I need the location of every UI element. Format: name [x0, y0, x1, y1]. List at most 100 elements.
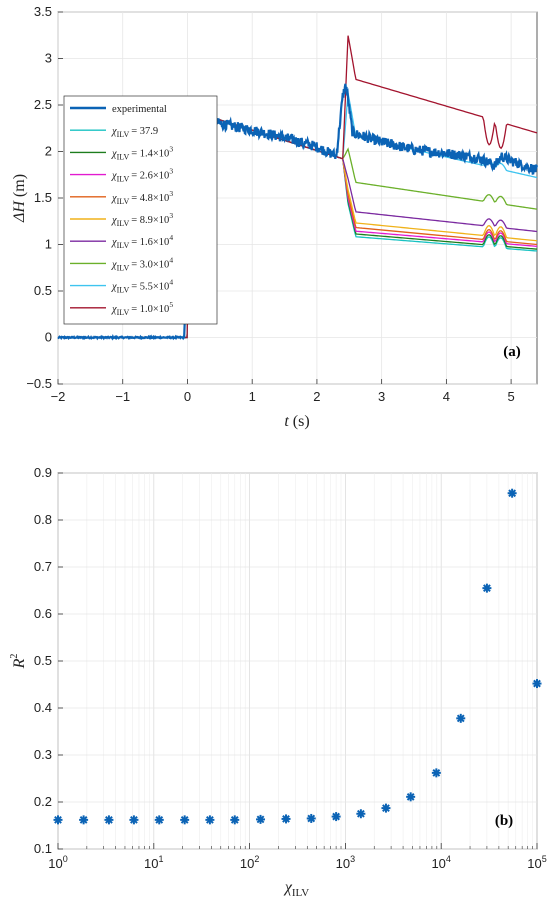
scatter-points-b [53, 488, 542, 825]
legend-entry: χILV = 4.8×103 [111, 189, 173, 206]
legend-subscript: ILV [117, 263, 130, 272]
tick-label-y: 0.6 [34, 606, 52, 621]
data-point [53, 815, 63, 825]
legend-entry: χILV = 3.0×104 [111, 255, 173, 272]
data-point [331, 812, 341, 822]
marker-stroke [130, 815, 138, 824]
ticks-a: −2 −1 0 1 2 3 4 5 −0.5 0 0.5 1 1.5 2 2.5 3 3.5 [26, 4, 514, 404]
tick-label-y: −0.5 [26, 376, 52, 391]
y-axis-sup-b: 2 [9, 654, 20, 659]
marker-stroke [406, 792, 415, 801]
marker-stroke [230, 815, 239, 824]
marker-stroke [533, 679, 541, 688]
data-point [381, 803, 391, 813]
data-point [532, 679, 542, 689]
legend-symbol: χ [111, 259, 117, 270]
legend-symbol: χ [111, 193, 117, 204]
legend-subscript: ILV [117, 241, 130, 250]
tick-label-x: −1 [115, 389, 130, 404]
tick-label-y: 0.2 [34, 794, 52, 809]
series-line-experimental [57, 83, 539, 341]
legend-exponent: 4 [169, 233, 173, 242]
tick-label-x: 5 [507, 389, 514, 404]
marker-stroke [256, 815, 265, 824]
legend-symbol: χ [111, 171, 117, 182]
legend-subscript: ILV [117, 286, 130, 295]
legend-subscript: ILV [117, 152, 130, 161]
x-axis-unit-a: (s) [293, 413, 310, 430]
legend-exponent: 5 [169, 300, 173, 309]
marker-stroke [282, 815, 290, 823]
tick-label-y: 0.1 [34, 841, 52, 856]
legend-exponent: 4 [169, 278, 173, 287]
tick-exponent: 1 [159, 854, 164, 864]
tick-label-y: 3 [45, 51, 52, 66]
tick-label-y: 0.8 [34, 512, 52, 527]
legend-symbol: χ [111, 148, 117, 159]
tick-exponent: 5 [542, 854, 547, 864]
tick-label-x: −2 [51, 389, 66, 404]
panel-label-b: (b) [495, 813, 513, 829]
tick-label-y: 0.4 [34, 700, 52, 715]
legend-entry: χILV = 37.9 [111, 126, 158, 139]
legend-entry: χILV = 1.6×104 [111, 233, 173, 250]
tick-label-x: 4 [443, 389, 450, 404]
x-axis-label-a: t (s) [284, 413, 309, 430]
marker-stroke [54, 815, 62, 824]
legend-value: = 2.6×10 [131, 171, 169, 182]
tick-base: 10 [48, 856, 62, 871]
tick-label-x: 102 [240, 854, 259, 871]
legend-exponent: 3 [169, 144, 173, 153]
legend-entry: χILV = 5.5×104 [111, 278, 173, 295]
data-point [281, 814, 291, 824]
tick-label-y: 2.5 [34, 97, 52, 112]
ticks-b: 100 101 102 103 104 1050.10.20.30.40.50.60.70… [34, 465, 547, 871]
tick-label-y: 1.5 [34, 190, 52, 205]
marker-stroke [432, 768, 441, 777]
tick-label-y: 0.7 [34, 559, 52, 574]
x-axis-var-a: t [284, 413, 289, 430]
legend-value: = 1.0×10 [131, 304, 169, 315]
marker-stroke [105, 815, 113, 824]
data-point [129, 815, 139, 825]
legend-symbol: χ [111, 237, 117, 248]
legend-exponent: 3 [169, 189, 173, 198]
legend-entry: χILV = 2.6×103 [111, 167, 173, 184]
tick-exponent: 0 [63, 854, 68, 864]
tick-label-y: 2 [45, 144, 52, 159]
tick-label-x: 104 [431, 854, 450, 871]
y-axis-label-b: R2 [9, 654, 28, 670]
chart-panel-a: −2 −1 0 1 2 3 4 5 −0.5 0 0.5 1 1.5 2 2.5 3 3.5 experimen… [11, 4, 539, 430]
tick-label-y: 0.3 [34, 747, 52, 762]
tick-label-y: 0.9 [34, 465, 52, 480]
tick-label-y: 3.5 [34, 4, 52, 19]
legend-subscript: ILV [117, 308, 130, 317]
data-point [154, 815, 164, 825]
legend-symbol: χ [111, 126, 117, 137]
panel-label-a: (a) [503, 344, 521, 360]
tick-label-x: 105 [527, 854, 546, 871]
tick-label-y: 0.5 [34, 653, 52, 668]
tick-base: 10 [144, 856, 158, 871]
marker-stroke [356, 809, 365, 818]
data-point [356, 809, 366, 819]
tick-exponent: 2 [254, 854, 259, 864]
y-axis-unit-a: (m) [11, 174, 28, 197]
marker-stroke [456, 714, 465, 723]
legend-value: = 1.4×10 [131, 148, 169, 159]
tick-label-x: 2 [313, 389, 320, 404]
legend-subscript: ILV [117, 175, 130, 184]
tick-label-y: 0 [45, 330, 52, 345]
tick-exponent: 4 [446, 854, 451, 864]
data-point [406, 792, 416, 802]
data-point [256, 814, 266, 824]
legend-exponent: 3 [169, 167, 173, 176]
marker-stroke [382, 804, 390, 812]
legend-entry: experimental [112, 104, 167, 115]
legend-subscript: ILV [117, 197, 130, 206]
data-point [431, 768, 441, 778]
data-point [507, 488, 517, 498]
tick-base: 10 [336, 856, 350, 871]
tick-label-x: 0 [184, 389, 191, 404]
